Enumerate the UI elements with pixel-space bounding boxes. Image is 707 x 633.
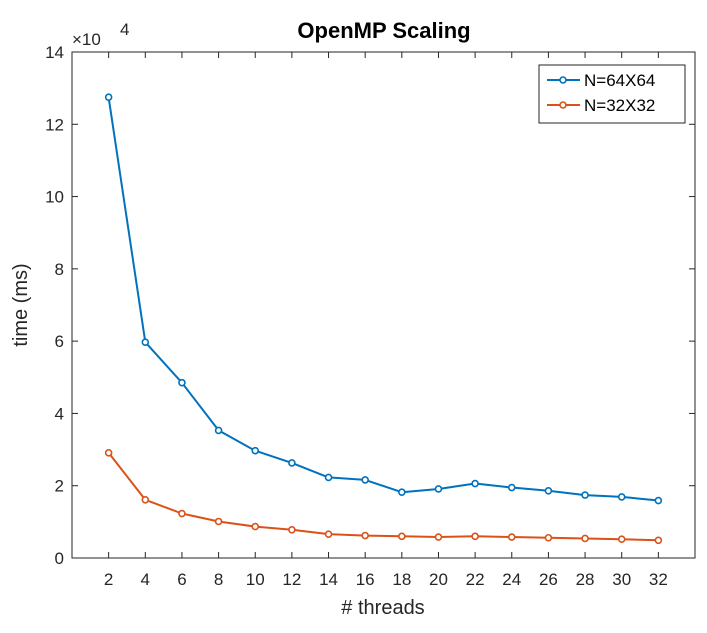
- x-tick-label: 26: [539, 570, 558, 589]
- y-tick-label: 2: [55, 477, 64, 496]
- data-point-series-1: [251, 522, 260, 531]
- y-tick-label: 0: [55, 549, 64, 568]
- data-point-series-0: [178, 378, 186, 387]
- data-point-series-1: [141, 496, 150, 504]
- x-tick-label: 22: [466, 570, 485, 589]
- data-point-series-1: [544, 533, 553, 542]
- data-point-series-1: [288, 526, 296, 534]
- series-line-1: [107, 452, 659, 542]
- data-point-series-1: [361, 531, 369, 540]
- data-point-series-1: [434, 533, 443, 541]
- x-tick-label: 8: [214, 570, 223, 589]
- data-point-series-1: [471, 532, 479, 541]
- data-point-series-0: [544, 486, 553, 495]
- data-point-series-1: [104, 449, 113, 457]
- x-tick-label: 14: [319, 570, 338, 589]
- y-tick-label: 8: [55, 260, 64, 279]
- data-point-series-0: [471, 479, 479, 488]
- legend-box: [538, 64, 686, 124]
- series-layer: [104, 93, 663, 545]
- x-tick-label: 30: [612, 570, 631, 589]
- data-point-series-1: [214, 517, 223, 526]
- x-tick-label: 10: [246, 570, 265, 589]
- data-point-series-0: [654, 496, 663, 505]
- legend-label-n32: N=32X32: [584, 96, 655, 115]
- legend-marker-n64: [559, 76, 567, 84]
- data-point-series-1: [581, 534, 589, 543]
- x-tick-label: 28: [576, 570, 595, 589]
- data-point-series-1: [654, 536, 663, 545]
- data-point-series-0: [361, 476, 369, 484]
- x-tick-label: 6: [177, 570, 186, 589]
- data-point-series-0: [214, 426, 223, 435]
- legend-label-n64: N=64X64: [584, 71, 655, 90]
- x-axis-ticks: 2 4 6 8 10 12 14 16 18 20 22 24 26 28 30 32: [104, 52, 668, 589]
- x-tick-label: 4: [141, 570, 150, 589]
- y-tick-label: 6: [55, 332, 64, 351]
- x-axis-label: # threads: [341, 597, 424, 619]
- series-line-0: [107, 97, 659, 502]
- data-point-series-0: [581, 491, 589, 499]
- chart-title: OpenMP Scaling: [297, 18, 470, 43]
- x-tick-label: 16: [356, 570, 375, 589]
- data-point-series-0: [398, 488, 406, 497]
- data-point-series-0: [617, 493, 626, 501]
- plot-frame: [71, 51, 696, 559]
- x-tick-label: 12: [282, 570, 301, 589]
- x-tick-label: 20: [429, 570, 448, 589]
- y-tick-label: 10: [45, 188, 64, 207]
- y-axis-label: time (ms): [10, 263, 32, 346]
- x-tick-label: 2: [104, 570, 113, 589]
- data-point-series-0: [434, 485, 443, 493]
- y-tick-label: 14: [45, 43, 64, 62]
- data-point-series-0: [251, 446, 260, 455]
- y-tick-label: 4: [55, 404, 64, 423]
- y-tick-label: 12: [45, 115, 64, 134]
- y-axis-multiplier: ×10 4: [72, 20, 129, 49]
- data-point-series-0: [324, 473, 333, 482]
- x-tick-label: 24: [502, 570, 521, 589]
- data-point-series-0: [104, 93, 113, 101]
- data-point-series-1: [178, 509, 186, 518]
- legend: N=64X64 N=32X32: [538, 64, 686, 124]
- data-point-series-0: [141, 338, 150, 347]
- data-point-series-0: [288, 459, 296, 467]
- data-point-series-0: [507, 483, 516, 492]
- data-point-series-1: [617, 535, 626, 544]
- y-axis-multiplier-base: ×10: [72, 30, 101, 49]
- data-point-series-1: [507, 533, 516, 541]
- data-point-series-1: [398, 532, 406, 541]
- y-axis-ticks: 0 2 4 6 8 10 12 14: [45, 43, 695, 568]
- x-tick-label: 32: [649, 570, 668, 589]
- data-point-series-1: [324, 530, 333, 538]
- x-tick-label: 18: [392, 570, 411, 589]
- legend-marker-n32: [559, 101, 567, 109]
- y-axis-multiplier-exponent: 4: [120, 20, 129, 39]
